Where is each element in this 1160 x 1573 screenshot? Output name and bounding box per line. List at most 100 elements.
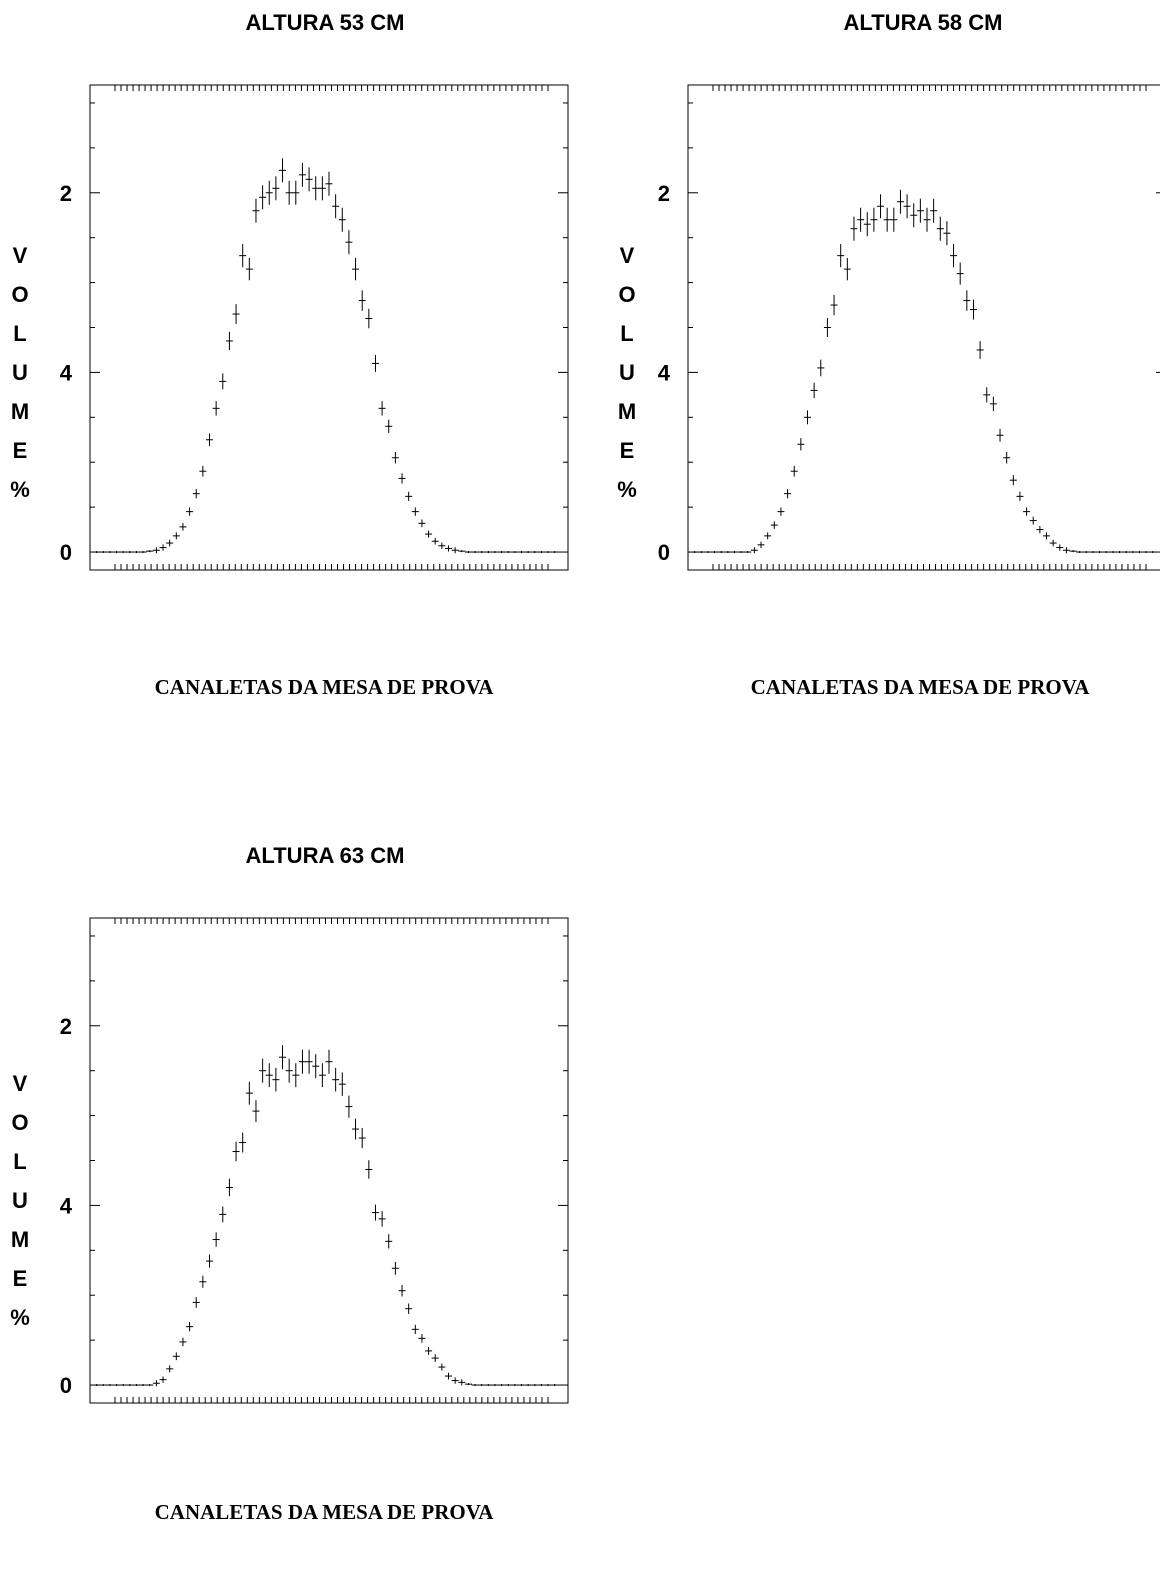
y-tick-label: 2 xyxy=(658,181,670,206)
y-axis-label-char: U xyxy=(12,1188,28,1213)
data-point xyxy=(857,207,865,232)
data-point xyxy=(850,216,858,241)
data-point xyxy=(445,545,452,552)
data-point xyxy=(385,1234,393,1249)
data-point xyxy=(225,1178,233,1197)
data-point xyxy=(265,1063,273,1088)
data-point xyxy=(272,1067,280,1092)
y-tick-label: 0 xyxy=(658,540,670,565)
data-point xyxy=(877,194,885,219)
data-point xyxy=(272,176,280,201)
data-point xyxy=(996,428,1004,442)
y-axis-label-char: O xyxy=(11,1110,29,1135)
plot-frame xyxy=(687,84,1160,571)
data-point xyxy=(338,1072,346,1096)
data-point xyxy=(325,171,333,196)
data-point xyxy=(371,1204,379,1221)
data-point xyxy=(106,1384,114,1387)
y-axis-label-char: L xyxy=(620,321,634,346)
x-axis-label: CANALETAS DA MESA DE PROVA xyxy=(154,1500,494,1524)
data-point xyxy=(365,308,373,329)
chart-panel-3: ALTURA 63 CM V O L U M E % 0 2 4 CANALETAS… xyxy=(0,833,580,1573)
data-point xyxy=(166,539,174,547)
data-point xyxy=(358,1127,366,1149)
data-point xyxy=(870,207,878,232)
y-tick-label: 2 xyxy=(60,181,72,206)
data-point xyxy=(531,1384,539,1387)
y-axis-label-char: E xyxy=(12,438,28,463)
data-point xyxy=(956,262,964,285)
data-point xyxy=(232,304,240,324)
data-point xyxy=(458,1379,466,1386)
data-point xyxy=(172,1352,180,1361)
data-point xyxy=(916,198,924,223)
data-point xyxy=(438,1363,446,1371)
data-point xyxy=(451,547,459,554)
data-point xyxy=(863,212,871,237)
data-point xyxy=(358,290,366,311)
data-point xyxy=(498,551,506,554)
data-point xyxy=(192,1297,200,1308)
data-point xyxy=(445,1372,452,1380)
data-point xyxy=(1122,551,1130,554)
data-point xyxy=(1069,550,1077,553)
data-point xyxy=(1049,539,1057,547)
data-point xyxy=(405,1303,413,1314)
data-point xyxy=(352,1118,360,1140)
data-point xyxy=(544,1384,552,1387)
data-point xyxy=(883,207,891,232)
data-point xyxy=(239,1132,247,1153)
data-point xyxy=(172,532,180,540)
data-point xyxy=(332,194,340,219)
data-point xyxy=(398,1285,406,1297)
y-axis-label: V O L U M E % xyxy=(7,236,33,509)
data-point xyxy=(159,544,167,551)
data-point xyxy=(903,194,911,219)
y-axis-label-char: V xyxy=(12,243,28,268)
data-point xyxy=(484,551,492,554)
data-point xyxy=(365,1160,373,1179)
data-point xyxy=(438,542,446,549)
plot-area: 0 2 4 xyxy=(60,84,569,571)
data-point xyxy=(146,1384,154,1387)
data-point xyxy=(431,537,439,545)
y-axis-label-char: U xyxy=(12,360,28,385)
data-point xyxy=(325,1049,333,1074)
data-point xyxy=(245,1081,253,1105)
data-point xyxy=(186,507,194,516)
data-point xyxy=(265,180,273,205)
data-point xyxy=(943,221,951,246)
data-point xyxy=(1116,551,1124,554)
data-point xyxy=(411,507,419,516)
data-point xyxy=(1129,551,1137,554)
data-point xyxy=(1043,532,1050,540)
data-point xyxy=(498,1384,506,1387)
data-point xyxy=(345,1095,353,1118)
chart-panel-1: ALTURA 53 CM V O L U M E % 0 2 4 CANALETAS… xyxy=(0,0,580,740)
data-point xyxy=(910,203,918,228)
data-point xyxy=(332,1067,340,1092)
y-tick-label: 4 xyxy=(60,1193,73,1218)
data-point xyxy=(724,551,732,554)
data-point xyxy=(518,1384,526,1387)
data-point xyxy=(504,551,512,554)
data-point xyxy=(225,331,233,351)
data-point xyxy=(1102,551,1110,554)
data-point xyxy=(963,290,971,311)
data-point xyxy=(704,551,712,554)
data-point xyxy=(537,551,545,554)
data-point xyxy=(126,551,134,554)
data-point xyxy=(212,1232,220,1247)
y-tick-label: 0 xyxy=(60,540,72,565)
data-point xyxy=(292,1063,300,1088)
data-point xyxy=(750,547,758,554)
data-point xyxy=(1023,507,1031,516)
data-point xyxy=(159,1376,167,1383)
data-point xyxy=(418,1333,426,1343)
y-axis-label-char: E xyxy=(619,438,635,463)
data-point xyxy=(697,551,705,554)
y-axis-label-char: E xyxy=(12,1266,28,1291)
data-point xyxy=(179,523,187,531)
data-point xyxy=(279,158,287,183)
data-point xyxy=(318,1063,326,1088)
